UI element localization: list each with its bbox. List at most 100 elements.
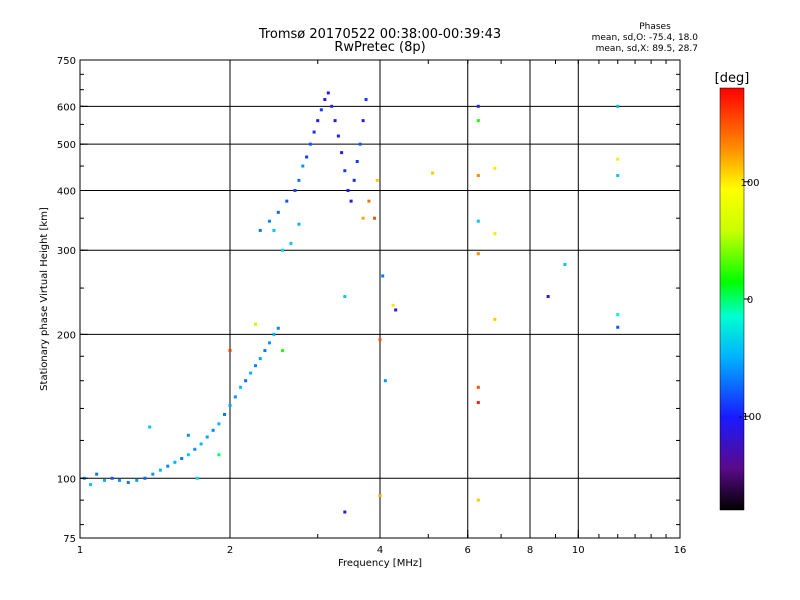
data-point [493,317,497,321]
data-point [95,472,99,476]
data-point [330,104,334,108]
data-point [476,252,480,256]
data-point [233,395,237,399]
data-point [476,498,480,502]
data-point [135,478,139,482]
data-point [308,142,312,146]
data-point [89,483,93,487]
data-point [394,308,398,312]
data-point [383,379,387,383]
x-tick-label: 4 [377,545,383,556]
data-point [476,401,480,405]
data-point [349,199,353,203]
data-point [319,108,323,112]
data-point [166,464,170,468]
data-point [293,188,297,192]
x-tick-label: 2 [227,545,233,556]
data-point [276,210,280,214]
grid [80,60,680,538]
data-point [343,169,347,173]
data-point [616,104,620,108]
data-point [173,460,177,464]
y-tick-label: 400 [57,186,76,197]
data-point [263,349,267,353]
data-point [355,159,359,163]
data-point [249,371,253,375]
colorbar-tick-label: 100 [740,178,759,189]
data-point [312,130,316,134]
data-point [316,119,320,123]
data-point [281,349,285,353]
data-point [616,313,620,317]
data-point [211,428,215,432]
data-point [563,263,567,267]
data-point [297,178,301,182]
data-point [195,476,199,480]
data-point [361,216,365,220]
data-point [364,98,368,102]
data-point [223,412,227,416]
x-tick-label: 6 [465,545,471,556]
phases-heading: Phases [639,22,671,32]
phase-o-stats: mean, sd,O: -75.4, 18.0 [591,33,698,43]
y-tick-label: 500 [57,140,76,151]
data-point [151,472,155,476]
data-point [361,119,365,123]
data-point [301,164,305,168]
data-point [110,476,114,480]
data-point [272,228,276,232]
data-point [493,232,497,236]
data-point [476,173,480,177]
data-point [297,222,301,226]
data-point [253,364,257,368]
x-tick-label: 1 [77,545,83,556]
data-point [244,379,248,383]
data-point [199,442,203,446]
x-tick-label: 16 [674,545,687,556]
data-point [103,478,107,482]
data-point [476,219,480,223]
data-point [253,322,257,326]
data-point [375,178,379,182]
data-point [373,216,377,220]
data-point [193,447,197,451]
y-tick-label: 750 [57,56,76,67]
data-point [186,433,190,437]
y-axis-label: Stationary phase Virtual Height [km] [39,207,50,391]
data-point [239,385,243,389]
data-point [378,338,382,342]
x-tick-label: 10 [572,545,585,556]
phase-x-stats: mean, sd,X: 89.5, 28.7 [595,44,698,54]
data-point [180,456,184,460]
data-point [343,510,347,514]
data-point [258,228,262,232]
data-point [378,494,382,498]
data-point [272,332,276,336]
data-point [431,171,435,175]
data-point [205,435,209,439]
y-tick-label: 100 [57,474,76,485]
colorbar-ticks: 100 0 -100 [739,178,762,423]
data-point [493,166,497,170]
y-tick-label: 200 [57,330,76,341]
data-point [258,357,262,361]
data-point [346,188,350,192]
data-point [336,134,340,138]
data-point [616,325,620,329]
data-point [158,468,162,472]
colorbar-tick-label: 0 [747,295,753,306]
data-point [358,142,362,146]
data-point [217,453,221,457]
data-point [117,478,121,482]
data-point [546,295,550,299]
data-point [267,341,271,345]
data-point [285,199,289,203]
chart-title: Tromsø 20170522 00:38:00-00:39:43 [258,27,502,42]
data-point [616,157,620,161]
data-point [289,241,293,245]
data-point [126,480,130,484]
data-point [228,349,232,353]
data-point [391,303,395,307]
data-point [333,119,337,123]
